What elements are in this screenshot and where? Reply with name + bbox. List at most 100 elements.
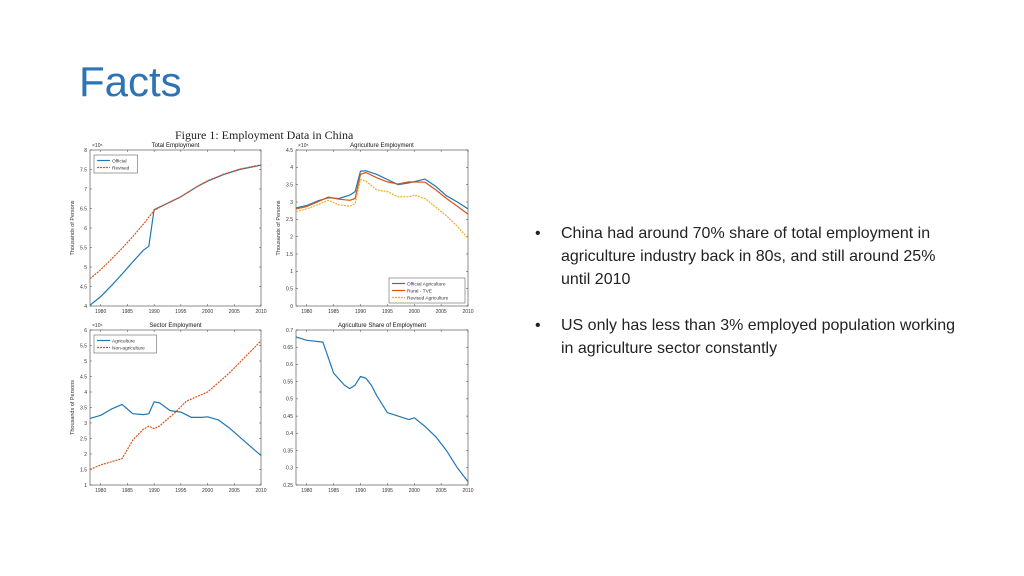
y-tick-label: 4 — [290, 165, 293, 171]
y-tick-label: 0 — [290, 304, 293, 310]
bullet-text: US only has less than 3% employed popula… — [561, 317, 956, 357]
legend-label: Revised — [112, 165, 130, 171]
y-tick-label: 0.5 — [286, 286, 293, 292]
series-line — [295, 178, 469, 239]
x-tick-label: 1995 — [382, 488, 393, 494]
legend-label: Official Agriculture — [407, 281, 446, 287]
bullet-item: • China had around 70% share of total em… — [535, 222, 955, 291]
y-tick-label: 4.5 — [80, 374, 87, 380]
series-line — [89, 164, 262, 280]
x-tick-label: 1995 — [382, 309, 393, 315]
x-tick-label: 2010 — [462, 309, 473, 315]
panel-title: Total Employment — [152, 143, 200, 149]
y-tick-label: 3 — [290, 200, 293, 206]
y-tick-label: 0.45 — [283, 414, 293, 420]
legend-box — [93, 334, 157, 354]
y-tick-label: 0.3 — [286, 466, 293, 472]
x-tick-label: 2010 — [255, 309, 266, 315]
panel-title: Sector Employment — [149, 323, 202, 329]
y-tick-label: 7 — [84, 187, 87, 193]
y-tick-label: 7.5 — [80, 167, 87, 173]
y-tick-label: 1 — [84, 483, 87, 489]
x-tick-label: 1985 — [122, 488, 133, 494]
x-tick-label: 1990 — [355, 309, 366, 315]
y-tick-label: 3.5 — [286, 182, 293, 188]
y-tick-label: 1 — [290, 269, 293, 275]
series-line — [295, 336, 469, 482]
y-tick-label: 0.4 — [286, 431, 293, 437]
plot-frame — [89, 149, 262, 307]
x-tick-label: 2005 — [229, 488, 240, 494]
plot-frame — [295, 329, 469, 486]
x-tick-label: 1980 — [95, 309, 106, 315]
y-tick-label: 4 — [84, 390, 87, 396]
x-tick-label: 1985 — [328, 309, 339, 315]
y-tick-label: 2 — [84, 452, 87, 458]
x-tick-label: 1980 — [95, 488, 106, 494]
bullet-list: • China had around 70% share of total em… — [535, 222, 955, 383]
x-tick-label: 1990 — [149, 309, 160, 315]
y-tick-label: 0.7 — [286, 328, 293, 334]
series-line — [89, 340, 262, 471]
y-tick-label: 2.5 — [80, 436, 87, 442]
x-tick-label: 1990 — [149, 488, 160, 494]
y-tick-label: 4.5 — [80, 284, 87, 290]
axis-exponent: ×10⁵ — [92, 143, 103, 149]
employment-figure: Total Employment ×10⁵ 1980 1985 1990 1995 2000… — [70, 143, 474, 494]
axis-exponent: ×10⁵ — [92, 323, 103, 329]
legend-label: Agriculture — [112, 338, 135, 344]
x-tick-label: 1995 — [175, 488, 186, 494]
y-tick-label: 0.35 — [283, 448, 293, 454]
y-tick-label: 5 — [84, 265, 87, 271]
x-tick-label: 2000 — [409, 488, 420, 494]
series-line — [89, 401, 262, 457]
bullet-marker: • — [535, 317, 541, 334]
y-tick-label: 1.5 — [80, 467, 87, 473]
legend-label: Rural - TVE — [407, 288, 432, 294]
y-tick-label: 2.5 — [286, 217, 293, 223]
bullet-text: China had around 70% share of total empl… — [561, 225, 936, 288]
y-axis-label: Thousands of Persons — [276, 200, 282, 255]
y-tick-label: 3.5 — [80, 405, 87, 411]
series-line — [295, 171, 469, 215]
panel-title: Agriculture Employment — [350, 143, 414, 149]
y-tick-label: 0.6 — [286, 362, 293, 368]
y-tick-label: 5 — [84, 359, 87, 365]
y-tick-label: 0.25 — [283, 483, 293, 489]
legend-label: Revised Agriculture — [407, 295, 449, 301]
y-axis-label: Thousands of Persons — [70, 380, 76, 435]
y-tick-label: 6.5 — [80, 206, 87, 212]
slide-title: Facts — [79, 58, 182, 105]
x-tick-label: 2000 — [202, 488, 213, 494]
x-tick-label: 2005 — [436, 488, 447, 494]
legend-label: Official — [112, 158, 127, 164]
x-tick-label: 2005 — [229, 309, 240, 315]
figure-caption: Figure 1: Employment Data in China — [175, 128, 354, 142]
x-tick-label: 2000 — [202, 309, 213, 315]
x-tick-label: 2005 — [436, 309, 447, 315]
y-tick-label: 0.5 — [286, 397, 293, 403]
x-tick-label: 1980 — [301, 488, 312, 494]
y-tick-label: 6 — [84, 226, 87, 232]
y-tick-label: 5.5 — [80, 245, 87, 251]
axis-exponent: ×10⁵ — [298, 143, 309, 149]
y-tick-label: 6 — [84, 328, 87, 334]
y-axis-label: Thousands of Persons — [70, 200, 76, 255]
y-tick-label: 4 — [84, 304, 87, 310]
y-tick-label: 2 — [290, 234, 293, 240]
y-tick-label: 3 — [84, 421, 87, 427]
y-tick-label: 4.5 — [286, 148, 293, 154]
bullet-marker: • — [535, 225, 541, 242]
x-tick-label: 1990 — [355, 488, 366, 494]
y-tick-label: 0.65 — [283, 345, 293, 351]
y-tick-label: 0.55 — [283, 379, 293, 385]
x-tick-label: 2010 — [255, 488, 266, 494]
legend-box — [93, 154, 138, 174]
x-tick-label: 2010 — [462, 488, 473, 494]
y-tick-label: 5.5 — [80, 343, 87, 349]
legend-label: Non-agriculture — [112, 345, 145, 351]
x-tick-label: 2000 — [409, 309, 420, 315]
x-tick-label: 1995 — [175, 309, 186, 315]
bullet-item: • US only has less than 3% employed popu… — [535, 314, 955, 360]
x-tick-label: 1985 — [122, 309, 133, 315]
